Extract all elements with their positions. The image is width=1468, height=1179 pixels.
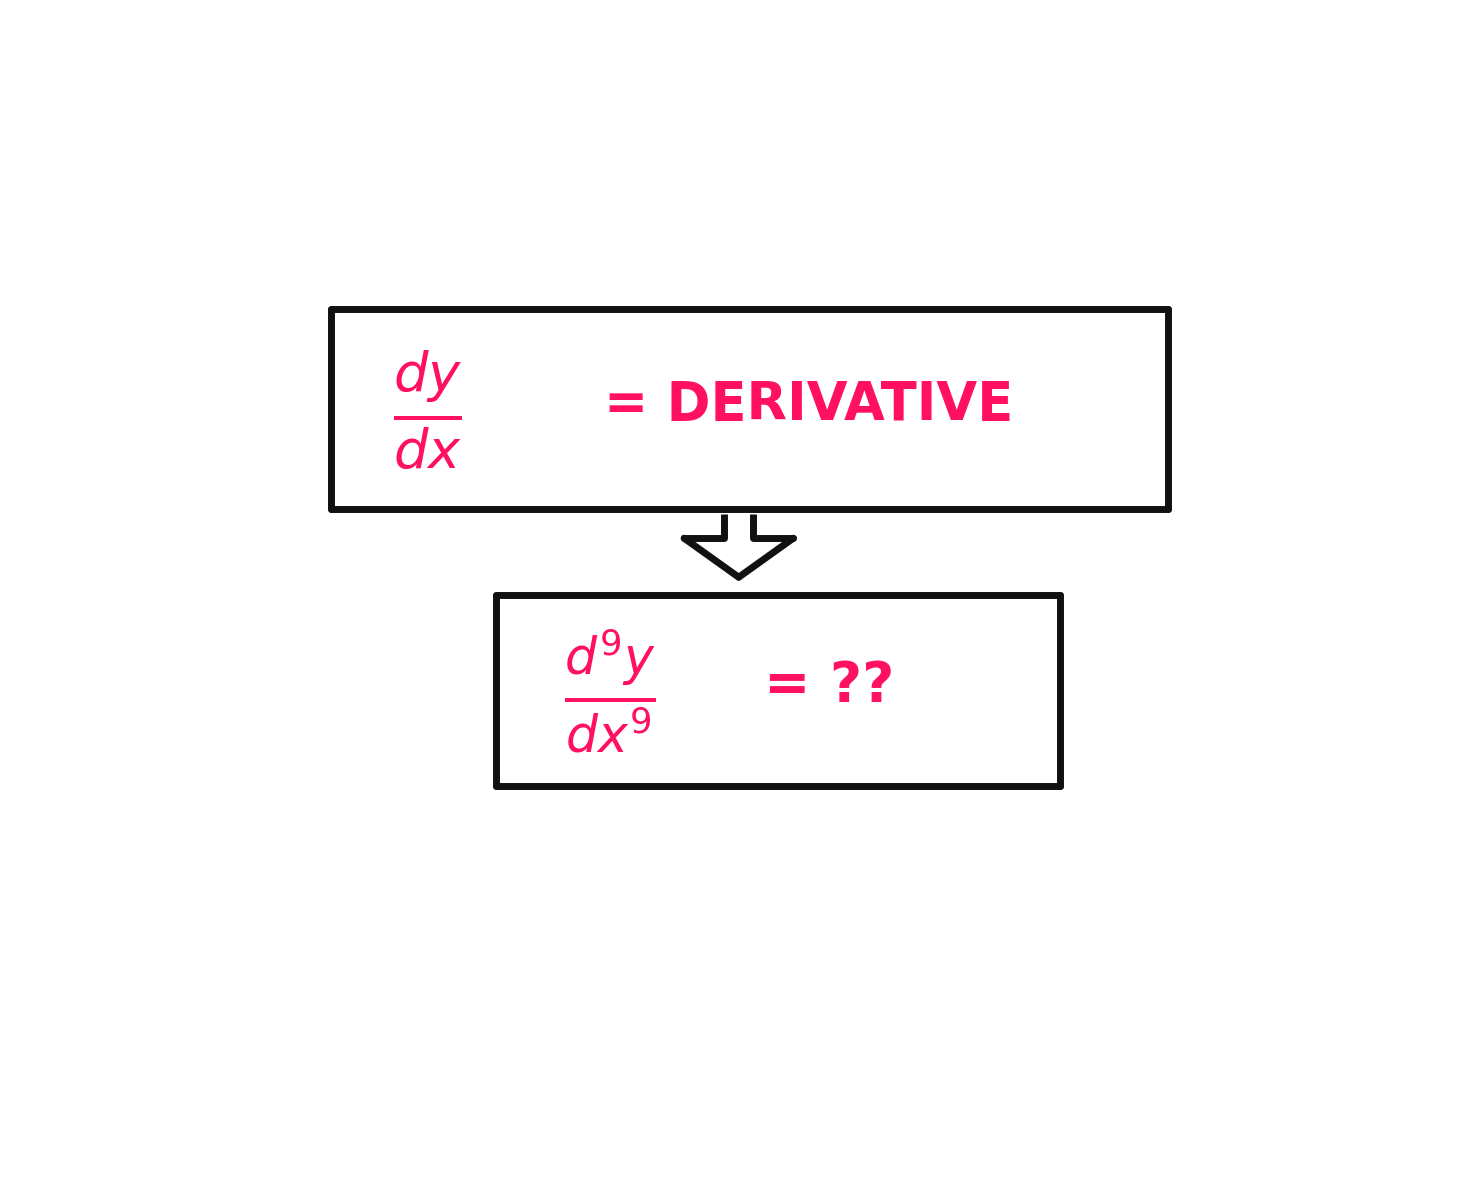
Text: = DERIVATIVE: = DERIVATIVE <box>605 378 1014 430</box>
Text: $\mathit{\frac{d^9y}{dx^9}}$: $\mathit{\frac{d^9y}{dx^9}}$ <box>564 627 656 755</box>
Text: = ??: = ?? <box>763 659 894 713</box>
Text: $\mathit{\frac{dy}{dx}}$: $\mathit{\frac{dy}{dx}}$ <box>393 347 462 472</box>
